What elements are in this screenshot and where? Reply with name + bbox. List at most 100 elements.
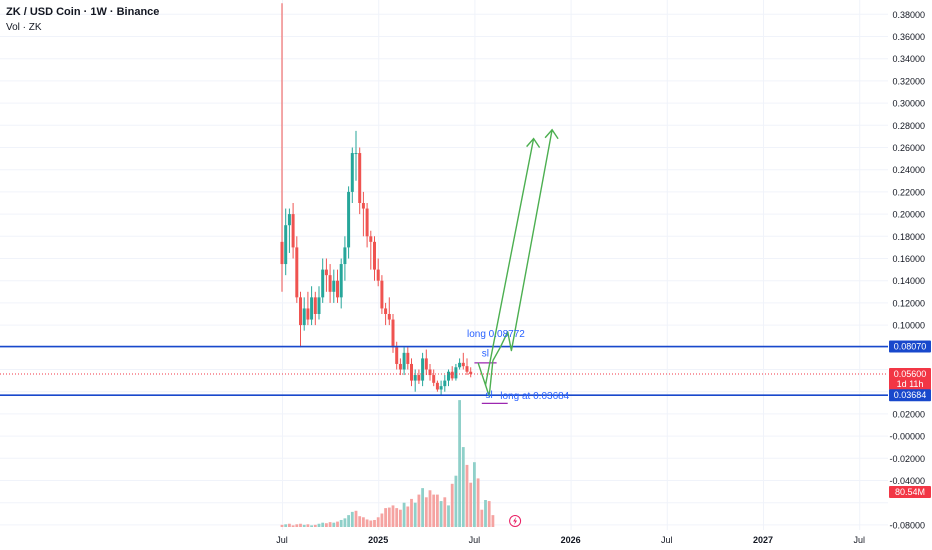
volume-bar	[387, 507, 391, 527]
price-axis-bg	[888, 0, 932, 550]
volume-bar	[373, 519, 376, 527]
price-tick-label: 0.10000	[892, 321, 925, 331]
time-axis-bg	[0, 530, 888, 550]
current-price-badge-bg	[889, 367, 931, 390]
lightning-icon[interactable]	[509, 515, 522, 527]
candle	[284, 208, 288, 276]
candle-body	[332, 280, 336, 292]
volume-bar	[332, 522, 336, 527]
volume-bar	[380, 513, 384, 527]
volume-bar	[484, 500, 487, 527]
candle-body	[465, 366, 469, 372]
volume-legend[interactable]: Vol · ZK	[6, 22, 42, 33]
price-tick-label: -0.08000	[889, 520, 925, 530]
volume-bar	[395, 508, 399, 527]
candle	[321, 258, 325, 303]
candle	[432, 369, 436, 387]
candle-body	[354, 153, 358, 155]
volume-bar	[384, 508, 387, 527]
price-tick-label: 0.24000	[892, 165, 925, 175]
grid	[0, 0, 888, 530]
volume-bar	[310, 525, 313, 527]
candle-body	[380, 280, 384, 309]
volume-bar	[417, 494, 421, 527]
price-tick-label: 0.20000	[892, 210, 925, 220]
volume-bar	[280, 524, 284, 527]
current-price-badge-text: 0.05600	[894, 369, 927, 379]
candle	[317, 286, 321, 320]
candle-body	[361, 203, 365, 209]
volume-bar	[321, 522, 325, 527]
volume-bar	[439, 501, 443, 527]
volume-bar	[421, 488, 424, 527]
candle	[373, 236, 376, 281]
volume-bar	[317, 523, 321, 527]
volume-bar	[491, 515, 495, 527]
candle-body	[417, 375, 421, 381]
price-tick-label: -0.02000	[889, 454, 925, 464]
candle	[428, 363, 432, 381]
volume-bar	[454, 475, 458, 527]
price-tick-label: 0.34000	[892, 54, 925, 64]
support-badge-bg	[889, 389, 931, 402]
candle-body	[358, 153, 362, 203]
volume-bar	[428, 490, 432, 527]
volume-bar	[424, 497, 428, 527]
volume-bar	[365, 519, 369, 527]
candle-body	[439, 386, 443, 390]
candle-body	[350, 153, 354, 192]
price-tick-label: 0.12000	[892, 298, 925, 308]
volume-bar	[447, 505, 450, 527]
candle	[402, 347, 406, 376]
candle	[417, 369, 421, 384]
time-tick-label: 2026	[561, 535, 581, 545]
chart-header: ZK / USD Coin · 1W · Binance Vol · ZK	[6, 6, 159, 35]
candle-body	[365, 208, 369, 237]
candle-body	[306, 308, 310, 320]
candle-body	[391, 319, 395, 348]
time-tick-label: 2027	[753, 535, 773, 545]
candle	[365, 203, 369, 248]
candle	[376, 258, 380, 287]
candle	[465, 358, 469, 376]
volume-bar	[336, 521, 339, 527]
current-price-badge-text: 1d 11h	[897, 379, 924, 389]
price-tick-label: 0.30000	[892, 99, 925, 109]
volume-bar	[358, 516, 362, 527]
volume-bars	[280, 400, 495, 527]
candle	[387, 297, 391, 326]
volume-bar	[313, 524, 317, 527]
candle-body	[284, 225, 288, 265]
volume-bar	[354, 510, 358, 527]
candle	[347, 186, 351, 259]
volume-bar	[476, 478, 480, 527]
candle-body	[339, 264, 343, 298]
volume-bar	[350, 511, 354, 527]
price-tick-label: 0.18000	[892, 232, 925, 242]
volume-bar	[443, 497, 447, 527]
candle-body	[376, 269, 380, 281]
candle	[354, 130, 358, 181]
time-tick-label: Jul	[469, 535, 481, 545]
volume-bar	[402, 502, 406, 527]
candle-body	[336, 280, 339, 298]
volume-badge-bg	[889, 486, 931, 498]
chart-title[interactable]: ZK / USD Coin · 1W · Binance	[6, 6, 160, 18]
volume-bar	[450, 483, 454, 527]
candle	[435, 380, 439, 392]
projection-arrow	[492, 129, 553, 361]
candle-body	[295, 247, 299, 298]
candle-body	[387, 314, 391, 320]
candle	[313, 291, 317, 326]
volume-bar	[347, 515, 350, 527]
price-tick-label: 0.28000	[892, 121, 925, 131]
time-tick-label: Jul	[853, 535, 865, 545]
volume-bar	[473, 462, 476, 527]
support-badge: 0.03684	[889, 389, 931, 402]
price-tick-label: 0.36000	[892, 32, 925, 42]
candle-body	[398, 363, 402, 370]
candle	[343, 236, 347, 281]
candle-body	[302, 308, 306, 326]
price-tick-label: 0.14000	[892, 276, 925, 286]
